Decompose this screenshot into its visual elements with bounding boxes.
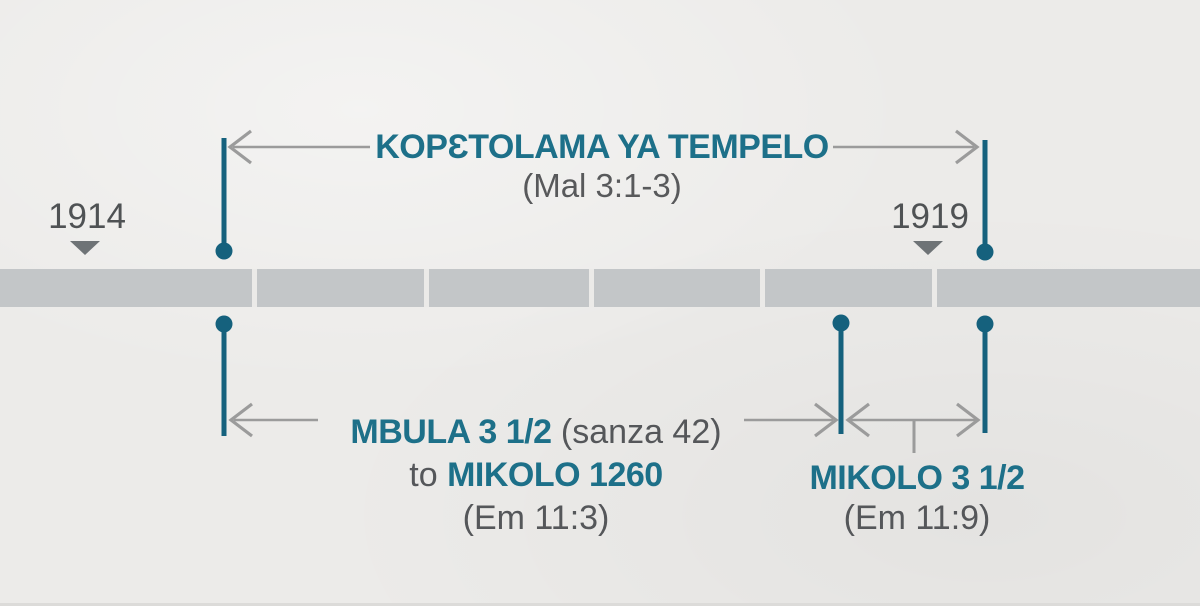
arrowhead-right-icon [814, 402, 839, 438]
timeline-bar-divider [760, 269, 765, 307]
top-annotation-reference: (Mal 3:1-3) [522, 167, 682, 204]
bottom-edge-shadow [0, 603, 1200, 606]
arrowhead-left-icon [845, 402, 870, 438]
arrowhead-right-icon [955, 129, 980, 165]
timeline-bar-divider [932, 269, 937, 307]
bottom-right-caption: MIKOLO 3 1/2 (Em 11:9) [767, 458, 1067, 538]
timeline-bar-divider [252, 269, 257, 307]
caption-title: MIKOLO 3 1/2 [809, 459, 1025, 497]
event-dot-bottom-right [976, 315, 994, 333]
caption-line: to MIKOLO 1260 [286, 454, 786, 497]
caption-duration-bold: MBULA 3 1/2 [350, 413, 552, 451]
top-annotation-title: KOPƐTOLAMA YA TEMPELO [375, 128, 829, 166]
caption-duration-note: (sanza 42) [551, 413, 722, 451]
caption-reference: (Em 11:3) [462, 499, 610, 537]
caption-line: MBULA 3 1/2 (sanza 42) [286, 411, 786, 454]
event-dot-top-right [976, 243, 994, 261]
arrowhead-left-icon [228, 402, 253, 438]
event-dot-top-left [215, 242, 233, 260]
caption-connector: to [409, 456, 448, 494]
timeline-bar [0, 269, 1200, 307]
year-label-1914: 1914 [48, 197, 126, 236]
arrowhead-right-icon [956, 402, 981, 438]
triangle-down-icon [70, 241, 100, 255]
caption-reference: (Em 11:9) [843, 499, 991, 537]
triangle-down-icon [913, 241, 943, 255]
year-label-1919: 1919 [891, 197, 969, 236]
timeline-bar-divider [424, 269, 429, 307]
bottom-left-caption: MBULA 3 1/2 (sanza 42) to MIKOLO 1260 (E… [286, 411, 786, 540]
arrowhead-left-icon [227, 129, 252, 165]
event-dot-bottom-middle [832, 314, 850, 332]
timeline-bar-divider [589, 269, 594, 307]
caption-target-bold: MIKOLO 1260 [447, 456, 663, 494]
event-dot-bottom-left [215, 315, 233, 333]
